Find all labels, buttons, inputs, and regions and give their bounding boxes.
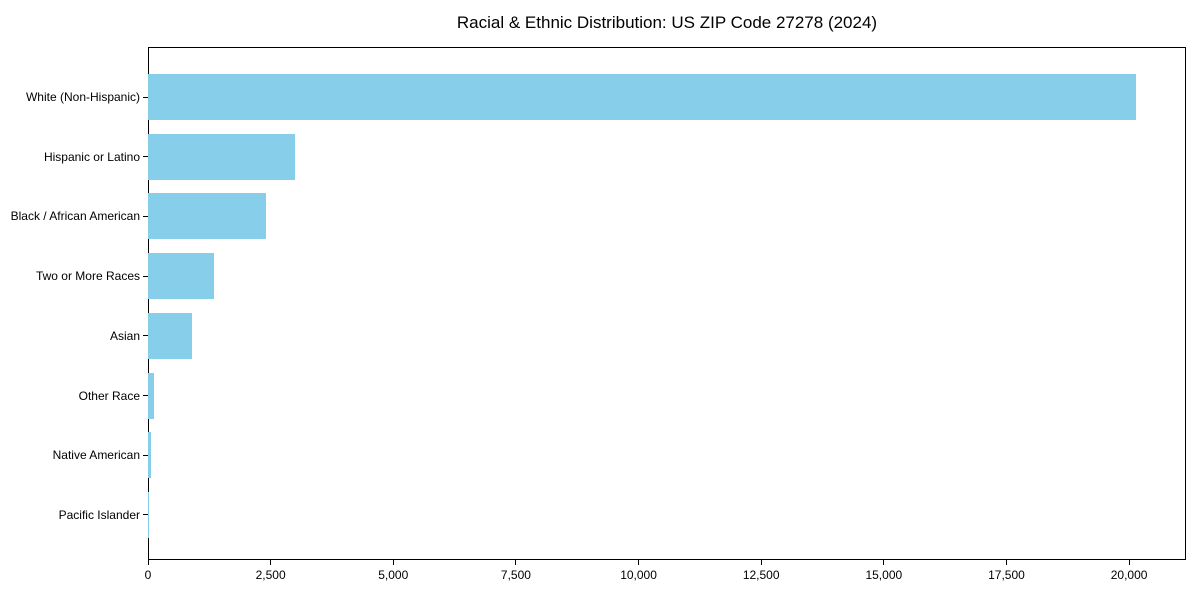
y-tick-label: Pacific Islander: [58, 507, 140, 522]
y-tick-label: Other Race: [78, 388, 140, 403]
y-tick-label: Black / African American: [10, 209, 140, 224]
y-tick: [143, 215, 148, 217]
x-tick-label: 20,000: [1110, 568, 1148, 582]
x-tick: [392, 560, 394, 565]
x-tick: [883, 560, 885, 565]
bar: [148, 432, 151, 479]
x-tick-label: 10,000: [620, 568, 657, 582]
y-tick: [143, 395, 148, 397]
bar: [148, 133, 296, 180]
y-tick-label: White (Non-Hispanic): [25, 90, 140, 104]
x-tick: [1128, 560, 1130, 565]
x-tick: [270, 560, 272, 565]
bar: [148, 491, 149, 538]
bar: [148, 193, 266, 240]
x-tick-label: 0: [144, 568, 152, 582]
x-tick: [1005, 560, 1007, 565]
y-tick-label: Two or More Races: [35, 269, 140, 284]
y-tick: [143, 335, 148, 337]
y-tick: [143, 156, 148, 158]
y-tick: [143, 275, 148, 277]
y-tick-label: Hispanic or Latino: [43, 149, 140, 164]
bar: [148, 312, 192, 359]
x-tick-label: 7,500: [500, 568, 531, 582]
x-tick-label: 15,000: [865, 568, 903, 582]
x-tick-label: 2,500: [255, 568, 286, 582]
x-tick: [638, 560, 640, 565]
y-tick: [143, 514, 148, 516]
plot-area: [148, 47, 1186, 560]
x-tick: [515, 560, 517, 565]
bar: [148, 74, 1137, 120]
x-tick: [147, 560, 149, 565]
y-tick-label: Native American: [52, 448, 140, 463]
x-tick: [760, 560, 762, 565]
y-tick: [143, 454, 148, 456]
x-tick-label: 12,500: [742, 568, 780, 582]
chart-title: Racial & Ethnic Distribution: US ZIP Cod…: [456, 13, 878, 32]
bar: [148, 253, 215, 300]
bar: [148, 372, 154, 419]
y-tick: [143, 96, 148, 98]
y-tick-label: Asian: [109, 328, 140, 343]
x-tick-label: 5,000: [378, 568, 409, 582]
x-tick-label: 17,500: [988, 568, 1025, 582]
